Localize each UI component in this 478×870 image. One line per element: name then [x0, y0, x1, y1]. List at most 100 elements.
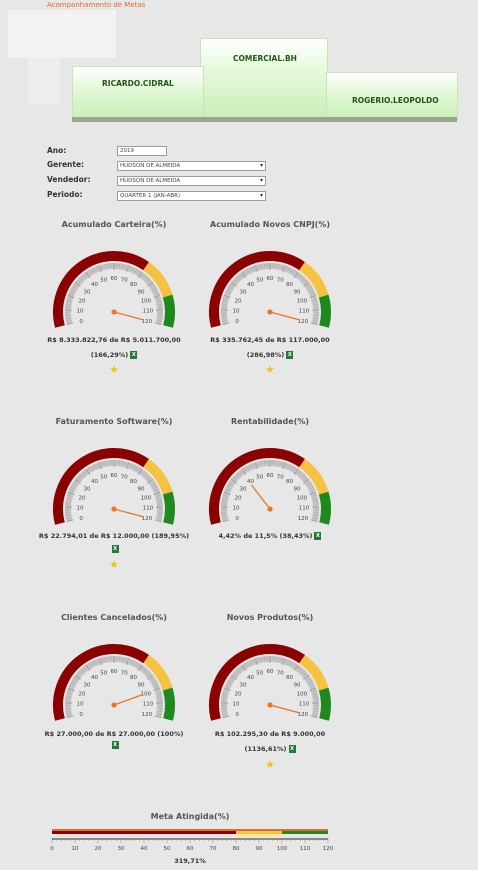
manager-select[interactable]: HUDSON DE ALMEIDA ▾ — [117, 161, 266, 171]
gauge-tick — [232, 672, 237, 676]
gauge-tick — [76, 476, 81, 480]
gauge-scale-track — [65, 460, 163, 522]
gauge-tick — [293, 663, 296, 667]
gauge-tick-label: 30 — [84, 486, 91, 492]
gauge-tick — [309, 491, 317, 496]
gauge-tick-label: 70 — [121, 475, 128, 481]
period-select[interactable]: QUARTER 1 (JAN-ABR) ▾ — [117, 191, 266, 201]
gauge-tick-label: 80 — [130, 282, 137, 288]
gauge-tick — [244, 663, 247, 667]
gauge-tick — [67, 294, 75, 299]
gauge-tick — [254, 462, 258, 470]
gauge-tick-label: 60 — [111, 276, 118, 282]
gauge-tick-label: 70 — [121, 278, 128, 284]
gauge-tick — [293, 467, 296, 471]
gauge-title: Faturamento Software(%) — [55, 417, 173, 426]
gauge-tick-label: 90 — [293, 486, 300, 492]
gauge-tick-label: 110 — [143, 702, 154, 708]
gauge-tick — [141, 273, 145, 277]
gauge-tick — [66, 497, 71, 500]
gauge-tick — [88, 467, 91, 471]
year-label: Ano: — [47, 146, 67, 155]
gauge-tick — [229, 481, 233, 485]
gauge-tick-label: 0 — [235, 712, 239, 718]
gauge-tick — [299, 668, 303, 672]
excel-export-icon[interactable]: X — [288, 745, 296, 753]
gauge-tick — [229, 677, 233, 681]
gauge-tick — [78, 670, 83, 674]
gauge-tick-label: 60 — [267, 276, 274, 282]
seller-select[interactable]: HUDSON DE ALMEIDA ▾ — [117, 176, 266, 186]
gauge-tick — [129, 463, 132, 468]
gauge-tick-label: 80 — [130, 675, 137, 681]
gauge-tick — [249, 464, 252, 469]
gauge-tick — [76, 672, 81, 676]
gauge-tick — [147, 674, 154, 680]
gauge-tick — [293, 270, 296, 274]
year-input[interactable]: 2019 — [117, 146, 167, 156]
gauge-tick — [98, 265, 102, 273]
podium-second-name: RICARDO.CIDRAL — [102, 79, 174, 88]
gauge-tick — [90, 465, 94, 470]
seller-label: Vendedor: — [47, 175, 91, 184]
gauge-needle-hub — [267, 309, 273, 315]
gauge-tick — [154, 715, 162, 719]
gauge-tick — [158, 517, 163, 519]
gauge-tick-label: 90 — [137, 486, 144, 492]
gauge-tick — [134, 661, 138, 666]
gauge-tick — [145, 277, 150, 281]
gauge-tick-label: 10 — [233, 702, 240, 708]
gauge-tick-label: 120 — [142, 319, 153, 325]
gauge-tick — [278, 460, 280, 465]
excel-export-icon[interactable]: X — [286, 351, 294, 359]
gauge-tick — [314, 500, 319, 502]
gauge-tick-label: 70 — [277, 671, 284, 677]
gauge-tick — [157, 693, 162, 696]
gauge-scale-track — [65, 656, 163, 718]
period-value: QUARTER 1 (JAN-ABR) — [120, 193, 181, 199]
gauge-tick — [254, 265, 258, 273]
gauge-tick — [154, 322, 162, 326]
gauge-tick — [237, 668, 241, 672]
gauge-tick — [310, 682, 314, 685]
gauge-tick — [66, 690, 71, 693]
gauge-needle — [113, 694, 143, 706]
gauge-band-red — [209, 448, 305, 525]
gauge-percent: (166,29%) — [90, 351, 129, 359]
gauge-tick — [313, 693, 318, 696]
gauge-tick — [67, 491, 75, 496]
gauge-tick — [74, 281, 81, 287]
gauge-tick-label: 0 — [235, 319, 239, 325]
gauge-tick-label: 70 — [277, 475, 284, 481]
excel-export-icon[interactable]: X — [130, 351, 138, 359]
gauge-tick — [260, 656, 262, 661]
gauge-tick-label: 110 — [299, 702, 310, 708]
gauge-tick — [310, 486, 314, 489]
gauge-needle — [113, 508, 144, 518]
gauge-tick — [221, 696, 226, 698]
gauge-tick — [124, 264, 127, 269]
meta-top-line — [52, 829, 328, 831]
ranking-podium: COMERCIAL.BH RICARDO.CIDRAL ROGERIO.LEOP… — [72, 38, 458, 124]
gauge-tick — [222, 297, 227, 300]
gauge-band-red — [53, 251, 149, 328]
excel-export-icon[interactable]: X — [111, 545, 119, 553]
gauge-tick — [293, 468, 299, 475]
excel-export-icon[interactable]: X — [314, 532, 322, 540]
excel-export-icon[interactable]: X — [111, 741, 119, 749]
gauge-tick — [154, 519, 162, 523]
gauge-tick — [134, 268, 138, 273]
gauge-tick — [303, 281, 310, 287]
gauge-tick — [71, 286, 76, 290]
gauge-tick — [104, 460, 106, 465]
gauge-band-green — [162, 687, 175, 721]
gauge-band-green — [318, 294, 331, 328]
gauge-tick-label: 20 — [79, 691, 86, 697]
gauge-tick-label: 10 — [233, 309, 240, 315]
gauge-tick — [223, 491, 231, 496]
gauge-tick-label: 100 — [141, 495, 152, 501]
gauge-tick — [222, 519, 230, 523]
gauge-tick-label: 40 — [91, 675, 98, 681]
gauge-title: Clientes Cancelados(%) — [61, 613, 167, 622]
